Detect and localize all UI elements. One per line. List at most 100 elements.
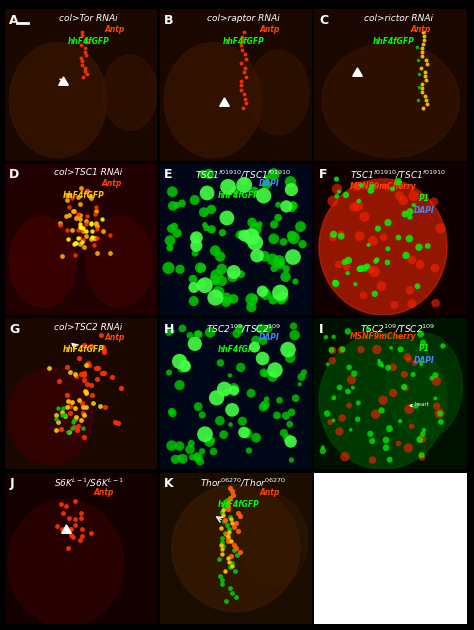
Text: hhF4fGFP: hhF4fGFP — [218, 500, 260, 508]
Point — [211, 292, 219, 302]
Point — [264, 324, 272, 334]
Point — [107, 230, 114, 240]
Point — [78, 530, 86, 541]
Point — [290, 200, 297, 210]
Point — [205, 169, 213, 179]
Point — [420, 35, 428, 45]
Point — [208, 204, 215, 214]
Point — [77, 199, 84, 209]
Point — [227, 420, 234, 430]
Point — [65, 202, 73, 212]
Point — [386, 455, 393, 465]
Ellipse shape — [8, 368, 93, 465]
Point — [63, 362, 71, 372]
Point — [347, 425, 355, 435]
Point — [206, 437, 213, 447]
Point — [64, 542, 72, 553]
Point — [419, 429, 427, 439]
Point — [350, 369, 358, 379]
Point — [77, 415, 84, 425]
Point — [230, 383, 237, 393]
Point — [288, 185, 295, 195]
Point — [176, 452, 183, 462]
Point — [73, 412, 80, 422]
Point — [238, 32, 246, 42]
Point — [83, 69, 91, 79]
Point — [270, 263, 278, 273]
Point — [165, 328, 173, 338]
Point — [420, 31, 428, 41]
Point — [383, 182, 391, 192]
Text: col>rictor RNAi: col>rictor RNAi — [364, 14, 433, 23]
Point — [89, 398, 96, 408]
Point — [198, 263, 206, 273]
Point — [378, 405, 385, 415]
Point — [100, 345, 107, 355]
Point — [251, 293, 258, 303]
Point — [248, 217, 256, 227]
Point — [395, 232, 402, 243]
Text: Antp: Antp — [104, 25, 125, 33]
Point — [337, 345, 345, 355]
Point — [176, 441, 183, 451]
Point — [93, 234, 101, 244]
Point — [419, 39, 427, 49]
Point — [86, 191, 94, 201]
Point — [405, 354, 413, 364]
Point — [82, 386, 89, 396]
Point — [406, 285, 414, 295]
Point — [55, 417, 62, 427]
Point — [300, 367, 308, 377]
Text: F: F — [319, 168, 328, 181]
Point — [349, 382, 356, 392]
Point — [80, 72, 87, 83]
Ellipse shape — [102, 55, 157, 130]
Point — [227, 514, 235, 524]
Point — [79, 235, 87, 245]
Point — [286, 419, 293, 429]
Point — [72, 238, 79, 248]
Point — [97, 329, 105, 340]
Point — [416, 260, 424, 270]
Point — [218, 575, 226, 585]
Text: DAPI: DAPI — [259, 179, 280, 188]
Text: S6K$^{L-1}$/S6K$^{L-1}$: S6K$^{L-1}$/S6K$^{L-1}$ — [54, 477, 124, 490]
Point — [73, 213, 80, 223]
Point — [76, 232, 83, 243]
Text: col>raptor RNAi: col>raptor RNAi — [207, 14, 280, 23]
Point — [276, 259, 283, 269]
Point — [83, 211, 91, 221]
Point — [79, 226, 87, 236]
Text: H: H — [164, 323, 174, 336]
Point — [299, 239, 306, 249]
Point — [165, 367, 173, 377]
Point — [437, 224, 445, 234]
Point — [382, 443, 390, 453]
Point — [232, 518, 240, 529]
Point — [81, 410, 88, 420]
Point — [418, 452, 426, 462]
Point — [78, 237, 86, 247]
Point — [173, 228, 181, 238]
Point — [260, 368, 268, 378]
Point — [240, 427, 248, 437]
Point — [78, 27, 86, 37]
Point — [78, 56, 86, 66]
Point — [413, 42, 421, 52]
Point — [322, 332, 330, 342]
Point — [243, 428, 251, 438]
Point — [69, 423, 76, 433]
Ellipse shape — [172, 484, 300, 612]
Point — [372, 409, 379, 419]
Point — [166, 236, 174, 246]
Point — [360, 290, 367, 301]
Point — [62, 501, 69, 512]
Point — [237, 40, 245, 50]
Point — [69, 417, 77, 427]
Point — [201, 429, 209, 439]
Text: DAPI: DAPI — [414, 356, 435, 365]
Point — [328, 355, 336, 365]
Point — [76, 214, 84, 224]
Point — [271, 365, 279, 375]
Point — [251, 185, 258, 195]
